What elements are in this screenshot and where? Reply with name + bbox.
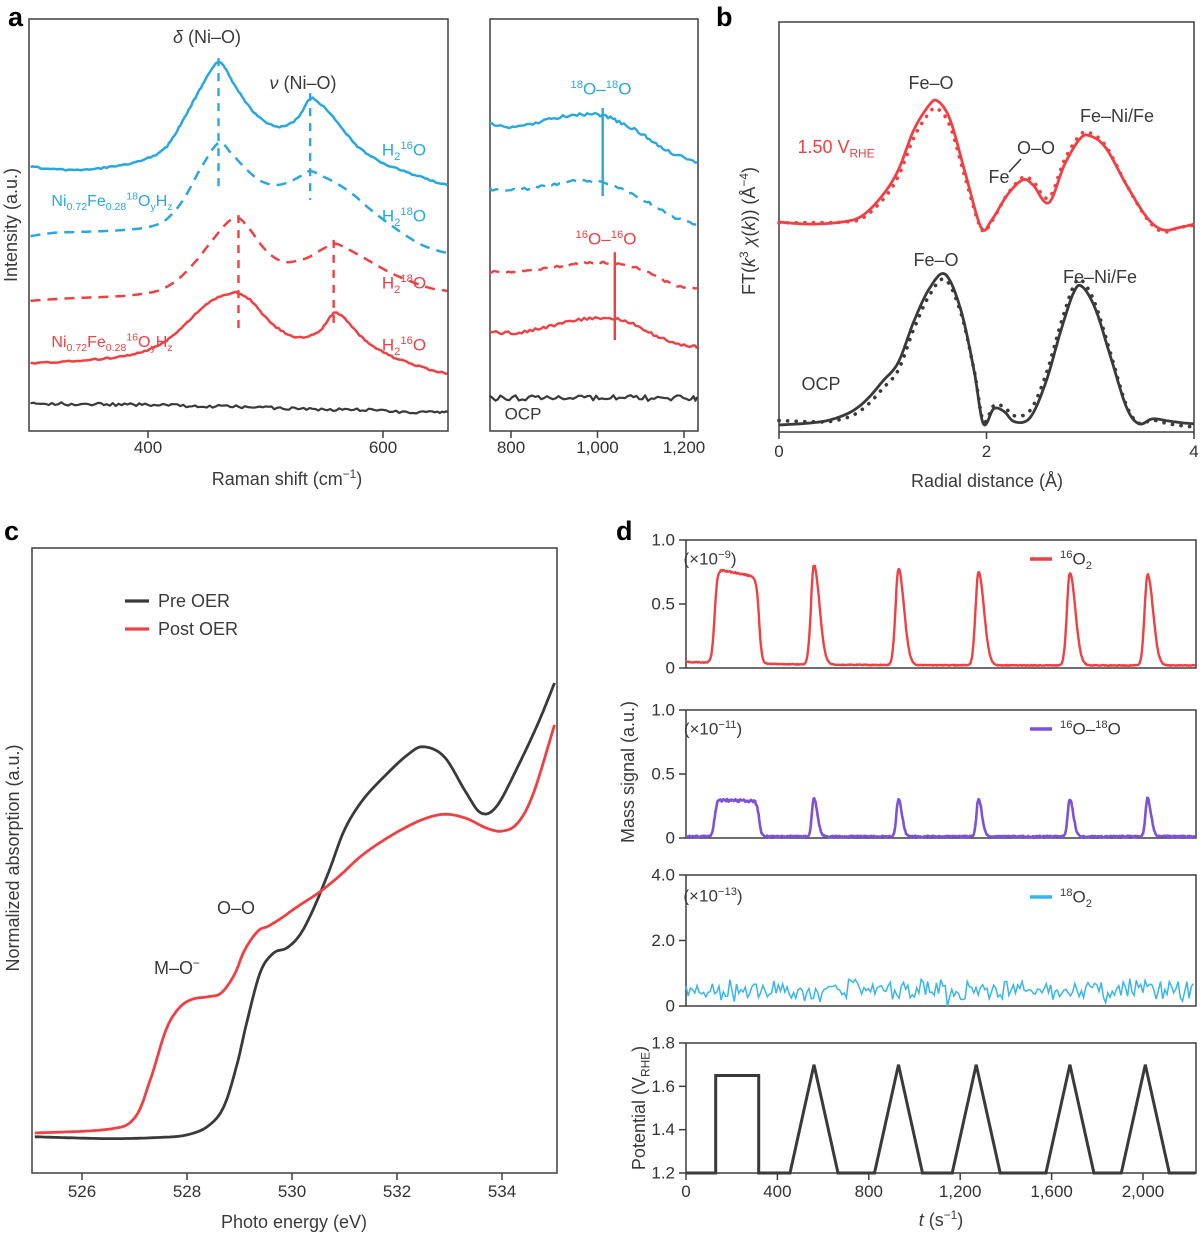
panel-label-a: a: [8, 2, 24, 32]
curve-nife-16o-catalyst-in-h2-18o: [30, 216, 448, 303]
y-tick-label: 1.4: [651, 1120, 675, 1139]
plot-frame: [31, 547, 558, 1174]
x-tick-label: 400: [763, 1182, 791, 1201]
x-tick-label: 2,000: [1122, 1182, 1165, 1201]
curve-ocp-baseline: [489, 394, 699, 402]
plot-frame: [489, 18, 699, 432]
y-tick-label: 1.2: [651, 1164, 675, 1183]
y-tick-label: 2.0: [651, 931, 675, 950]
x-tick-label: 1,200: [663, 438, 706, 457]
curve-1-50-vrhe-data: [777, 106, 1196, 234]
curve-16o2-sample-solid: [489, 316, 699, 350]
y-tick-label: 1.6: [651, 1077, 675, 1096]
curve-16o2-sample-dashed: [489, 260, 698, 290]
x-tick-label: 1,600: [1030, 1182, 1073, 1201]
x-tick-label: 526: [68, 1182, 96, 1201]
x-tick-label: 800: [497, 438, 525, 457]
panel-label-b: b: [716, 2, 733, 32]
curve-ocp-data: [777, 277, 1196, 429]
x-tick-label: 4: [1189, 442, 1198, 461]
curve-post-oer: [34, 724, 556, 1135]
x-tick-label: 0: [774, 442, 783, 461]
x-tick-label: 528: [173, 1182, 201, 1201]
x-tick-label: 2: [982, 442, 991, 461]
curve-nife-18o-catalyst-in-h2-16o: [30, 60, 449, 187]
plot-frame: [28, 18, 449, 432]
x-tick-label: 0: [681, 1182, 690, 1201]
curve-nife-18o-catalyst-in-h2-18o: [30, 141, 448, 255]
y-tick-label: 0: [666, 829, 675, 848]
x-tick-label: 800: [855, 1182, 883, 1201]
y-tick-label: 1.0: [651, 701, 675, 720]
curve-18o2-sample-solid: [489, 111, 698, 164]
annotation-connector: [1008, 158, 1022, 173]
x-tick-label: 534: [488, 1182, 516, 1201]
curve-pre-oer: [34, 682, 556, 1140]
y-tick-label: 0: [666, 997, 675, 1016]
y-tick-label: 0.5: [651, 595, 675, 614]
panel-label-c: c: [4, 516, 20, 546]
y-tick-label: 1.0: [651, 531, 675, 550]
curve-18o2-sample-dashed: [488, 178, 698, 226]
x-tick-label: 1,200: [939, 1182, 982, 1201]
y-tick-label: 0.5: [651, 765, 675, 784]
curve-nife-16o-catalyst-in-h2-16o: [30, 290, 448, 375]
curve-1-50-vrhe-fit: [778, 98, 1195, 232]
curve-potential: [686, 1064, 1196, 1175]
y-tick-label: 0: [666, 659, 675, 678]
curve-noise-band-d3: [685, 977, 1195, 1007]
panel-label-d: d: [616, 516, 633, 546]
x-tick-label: 530: [278, 1182, 306, 1201]
plot-frame: [685, 709, 1197, 839]
curve-mass-signal-d1: [685, 564, 1196, 667]
x-tick-label: 600: [369, 438, 397, 457]
curve-ocp-fit: [778, 272, 1195, 427]
x-tick-label: 400: [134, 438, 162, 457]
y-tick-label: 1.8: [651, 1034, 675, 1053]
plot-frame: [685, 1042, 1197, 1174]
curve-mass-signal-d2: [685, 796, 1196, 839]
x-tick-label: 1,000: [576, 438, 619, 457]
curve-blank-baseline: [30, 401, 449, 415]
y-tick-label: 4.0: [651, 866, 675, 885]
x-tick-label: 532: [383, 1182, 411, 1201]
